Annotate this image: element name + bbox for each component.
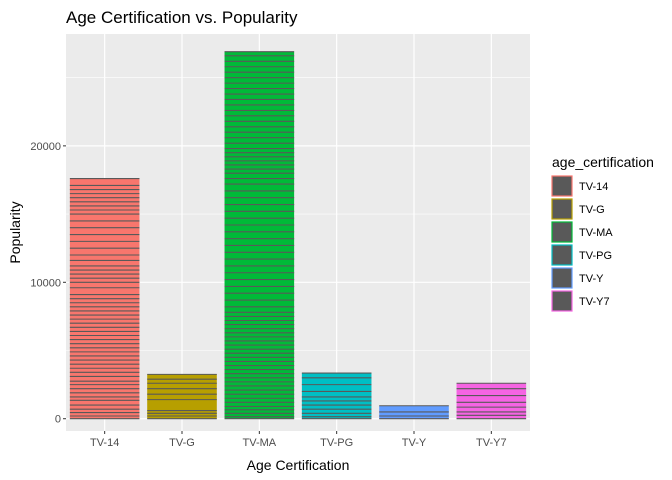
x-tick-label: TV-G — [169, 437, 195, 449]
x-tick-label: TV-Y — [402, 437, 427, 449]
bars — [69, 51, 527, 420]
legend-label-tv-y7: TV-Y7 — [579, 296, 610, 308]
legend-label-tv-ma: TV-MA — [579, 227, 613, 239]
x-tick-label: TV-MA — [243, 437, 277, 449]
y-tick-label: 0 — [55, 414, 61, 426]
y-axis-title: Popularity — [7, 201, 23, 263]
legend: age_certification TV-14 TV-G TV-MA TV-PG TV-… — [551, 154, 654, 312]
x-tick-label: TV-Y7 — [476, 437, 507, 449]
bar-tv-pg — [301, 373, 372, 419]
x-tick-label: TV-PG — [320, 437, 353, 449]
bar-tv-ma — [224, 51, 295, 419]
plot-panel — [66, 34, 530, 431]
legend-label-tv-y: TV-Y — [579, 273, 604, 285]
legend-key-tv-pg — [551, 244, 573, 266]
legend-label-tv-g: TV-G — [579, 204, 605, 216]
x-axis-title: Age Certification — [247, 457, 350, 473]
legend-title: age_certification — [552, 154, 654, 170]
legend-key-tv-y7 — [551, 290, 573, 312]
legend-label-tv-14: TV-14 — [579, 181, 608, 193]
legend-label-tv-pg: TV-PG — [579, 250, 612, 262]
x-tick-label: TV-14 — [90, 437, 119, 449]
legend-key-tv-g — [551, 198, 573, 220]
legend-key-tv-ma — [551, 221, 573, 243]
x-axis: TV-14 TV-G TV-MA TV-PG TV-Y TV-Y7 — [90, 431, 507, 449]
y-tick-label: 20000 — [30, 141, 61, 153]
bar-tv-g — [147, 374, 217, 419]
y-axis: 0 10000 20000 — [30, 141, 66, 426]
chart-title: Age Certification vs. Popularity — [66, 8, 298, 27]
legend-key-tv-14 — [551, 175, 573, 197]
y-tick-label: 10000 — [30, 277, 61, 289]
legend-key-tv-y — [551, 267, 573, 289]
